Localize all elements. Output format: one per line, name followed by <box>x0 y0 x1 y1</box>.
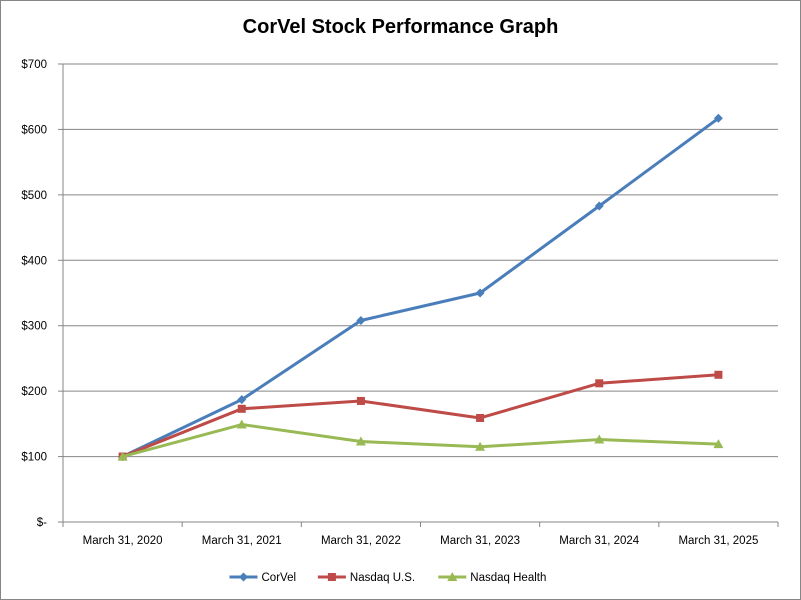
y-tick-label: $400 <box>21 255 47 267</box>
y-tick-label: $300 <box>21 321 47 333</box>
legend-label: Nasdaq Health <box>470 572 546 584</box>
chart-title: CorVel Stock Performance Graph <box>242 16 559 38</box>
x-tick-label: March 31, 2024 <box>559 535 640 547</box>
x-tick-label: March 31, 2020 <box>83 535 163 547</box>
series-nasdaq-health <box>117 419 724 461</box>
data-point <box>117 451 128 461</box>
legend-marker <box>239 572 248 582</box>
legend-item: Nasdaq Health <box>438 572 546 584</box>
data-point <box>713 113 723 123</box>
legend-item: CorVel <box>229 572 297 584</box>
y-tick-label: $100 <box>21 452 47 464</box>
legend-marker <box>447 572 458 581</box>
series-line <box>121 373 720 459</box>
x-tick-label: March 31, 2021 <box>202 535 282 547</box>
y-tick-label: $700 <box>21 59 47 71</box>
series-lines <box>117 113 724 462</box>
series-line <box>121 116 720 459</box>
legend-item: Nasdaq U.S. <box>317 572 415 584</box>
data-point <box>237 404 246 413</box>
data-point <box>355 436 366 446</box>
y-tick-label: $500 <box>21 190 47 202</box>
data-point <box>356 396 365 405</box>
data-point <box>594 434 605 444</box>
data-point <box>356 315 366 325</box>
data-point <box>594 201 604 211</box>
axes: $- $100 $200 $300 $400 $500 $600 $700 March 31, … <box>21 59 779 547</box>
data-point <box>236 419 247 429</box>
data-point <box>237 395 247 405</box>
gridlines <box>63 63 778 458</box>
y-tick-label: $600 <box>21 124 47 136</box>
legend: CorVel Nasdaq U.S. Nasdaq Health <box>229 572 546 584</box>
data-point <box>475 441 486 451</box>
legend-marker <box>327 573 336 581</box>
data-point <box>714 370 723 379</box>
x-tick-label: March 31, 2023 <box>440 535 520 547</box>
series-line <box>121 423 720 459</box>
y-tick-label: $200 <box>21 386 47 398</box>
x-tick-label: March 31, 2025 <box>678 535 758 547</box>
data-point <box>595 379 604 388</box>
data-point <box>475 288 485 298</box>
data-point <box>476 413 485 422</box>
data-point <box>713 439 724 449</box>
legend-label: Nasdaq U.S. <box>350 572 415 584</box>
legend-label: CorVel <box>262 572 297 584</box>
y-tick-label: $- <box>37 517 47 529</box>
x-tick-label: March 31, 2022 <box>321 535 401 547</box>
